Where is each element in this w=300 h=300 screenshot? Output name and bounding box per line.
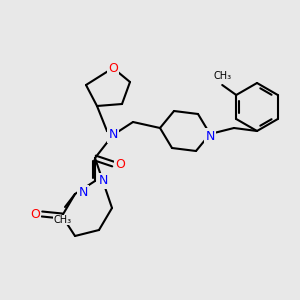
Text: N: N [205,130,215,142]
Text: N: N [108,128,118,142]
Text: O: O [115,158,125,170]
Text: N: N [98,175,108,188]
Text: CH₃: CH₃ [54,215,72,225]
Text: O: O [108,61,118,74]
Text: N: N [78,187,88,200]
Text: CH₃: CH₃ [213,71,231,81]
Text: O: O [30,208,40,220]
